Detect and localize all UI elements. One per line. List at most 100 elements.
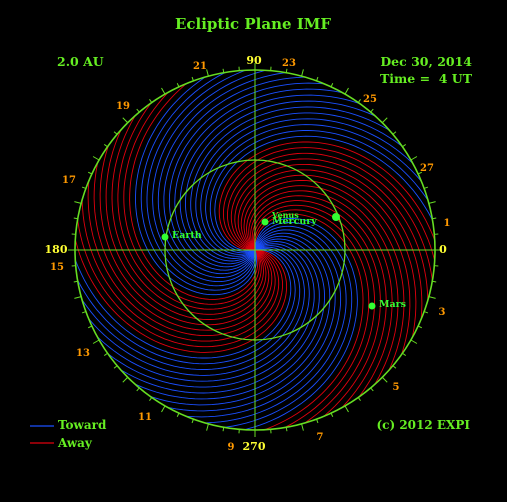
planet-mercury-label: Mercury: [272, 216, 317, 227]
tick-mark: [357, 397, 361, 402]
rotation-label-13: 13: [76, 348, 90, 359]
toward-field-line: [151, 229, 342, 418]
rotation-label-25: 25: [363, 94, 377, 105]
toward-field-line: [168, 82, 359, 271]
rotation-label-19: 19: [116, 101, 130, 112]
away-field-line: [230, 158, 429, 335]
toward-field-line: [92, 241, 320, 394]
tick-mark: [402, 144, 407, 148]
away-field-line: [75, 205, 288, 353]
angle-label-90: 90: [246, 54, 262, 67]
away-field-line: [222, 147, 435, 295]
away-field-line: [240, 174, 411, 387]
rotation-label-17: 17: [62, 175, 76, 186]
away-field-line: [252, 204, 375, 430]
away-field-line: [227, 152, 435, 315]
tick-mark: [103, 144, 108, 148]
tick-mark: [392, 131, 397, 135]
planet-venus: Venus: [271, 210, 299, 220]
legend-away-label: Away: [57, 436, 93, 450]
tick-mark: [417, 325, 422, 329]
toward-field-line: [118, 235, 331, 406]
tick-mark: [432, 280, 437, 283]
toward-field-line: [82, 243, 315, 388]
tick-mark: [176, 412, 180, 417]
tick-mark: [136, 108, 140, 113]
tick-mark: [285, 68, 288, 73]
tick-mark: [222, 68, 225, 73]
tick-mark: [428, 201, 436, 204]
tick-mark: [381, 117, 388, 124]
away-field-line: [246, 185, 399, 413]
tick-mark: [88, 171, 93, 175]
away-field-line: [99, 113, 270, 326]
angle-label-0: 0: [439, 243, 447, 256]
tick-mark: [222, 427, 225, 432]
toward-field-line: [185, 100, 406, 262]
away-field-line: [75, 185, 283, 348]
away-field-line: [81, 165, 280, 342]
rotation-label-5: 5: [393, 382, 400, 393]
rotation-label-27: 27: [420, 163, 434, 174]
rotation-label-1: 1: [444, 218, 451, 229]
planet-earth-label: Earth: [172, 230, 202, 241]
toward-field-line: [140, 70, 258, 291]
tick-mark: [381, 376, 388, 383]
tick-mark: [285, 427, 288, 432]
away-field-line: [234, 163, 423, 354]
time-label: Time = 4 UT: [380, 71, 473, 86]
tick-mark: [301, 423, 304, 431]
toward-field-line: [214, 135, 435, 253]
tick-mark: [191, 76, 194, 82]
tick-mark: [330, 83, 334, 88]
toward-field-line: [75, 245, 310, 382]
away-field-line: [87, 146, 276, 337]
tick-mark: [74, 201, 82, 204]
toward-field-line: [134, 232, 336, 412]
rotation-label-21: 21: [193, 61, 207, 72]
tick-mark: [370, 108, 374, 113]
away-field-line: [117, 77, 262, 310]
toward-field-line: [75, 246, 305, 376]
toward-field-line: [104, 238, 325, 400]
tick-mark: [92, 339, 100, 344]
tick-mark: [357, 98, 361, 103]
toward-field-line: [190, 106, 418, 259]
scale-label: 2.0 AU: [57, 54, 104, 69]
tick-marks: [68, 63, 442, 437]
tick-mark: [392, 365, 397, 369]
tick-mark: [113, 131, 118, 135]
date-label: Dec 30, 2014: [380, 54, 472, 69]
field-lines: [75, 70, 435, 430]
away-field-line: [251, 200, 381, 430]
toward-field-line: [205, 124, 435, 254]
tick-mark: [423, 311, 429, 314]
away-field-line: [250, 195, 387, 430]
tick-mark: [122, 376, 129, 383]
toward-field-line: [146, 70, 279, 287]
planet-mars-label: Mars: [379, 299, 406, 310]
tick-mark: [410, 339, 418, 344]
tick-mark: [316, 418, 319, 424]
away-field-line: [237, 169, 417, 371]
tick-mark: [370, 387, 374, 392]
planet-earth: Earth: [161, 230, 202, 241]
toward-field-line: [152, 70, 300, 283]
tick-mark: [428, 296, 436, 299]
tick-mark: [113, 365, 118, 369]
tick-mark: [316, 76, 319, 82]
rotation-label-15: 15: [50, 262, 64, 273]
away-field-line: [111, 87, 264, 315]
tick-mark: [73, 217, 78, 220]
rotation-labels: 21 23 25 27 1 3 5 7 9 11 13 15 17 19: [50, 58, 450, 453]
toward-field-line: [75, 247, 301, 370]
tick-mark: [417, 171, 422, 175]
rotation-label-9: 9: [228, 442, 235, 453]
tick-mark: [176, 83, 180, 88]
toward-field-line: [200, 118, 435, 255]
diagram-title: Ecliptic Plane IMF: [175, 15, 331, 33]
tick-mark: [103, 352, 108, 356]
tick-mark: [301, 69, 304, 77]
toward-field-line: [209, 130, 435, 253]
planet-unlabeled: [332, 213, 340, 221]
